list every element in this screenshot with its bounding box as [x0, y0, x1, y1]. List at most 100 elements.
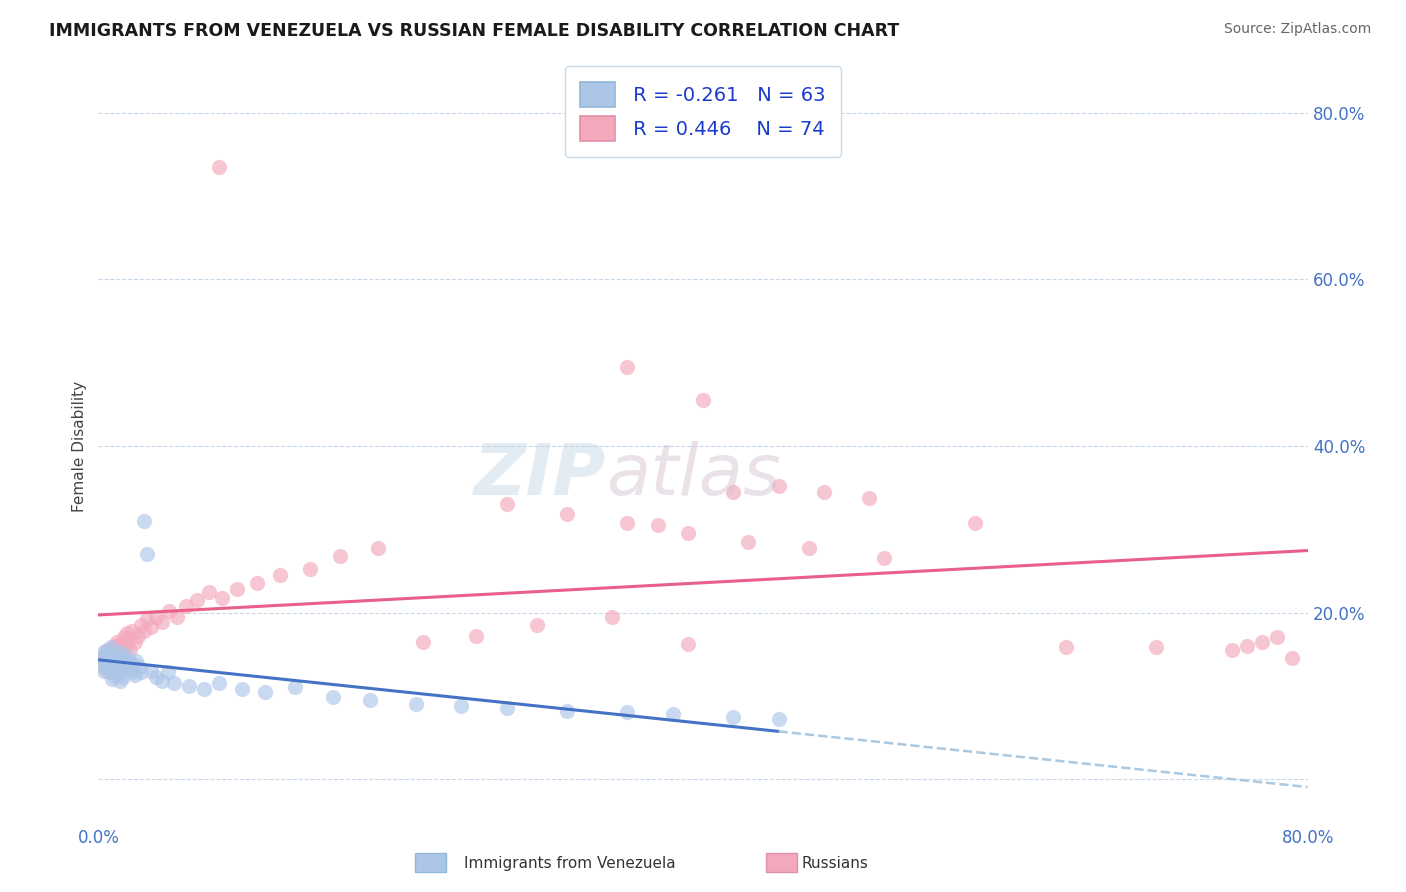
Point	[104, 653, 127, 667]
Text: Russians: Russians	[801, 856, 869, 871]
Point	[797, 541, 820, 555]
Point	[329, 549, 352, 563]
Point	[93, 648, 115, 663]
Point	[322, 690, 344, 705]
Point	[737, 534, 759, 549]
Point	[723, 484, 745, 499]
Point	[526, 618, 548, 632]
Point	[555, 508, 578, 522]
Point	[118, 632, 141, 647]
Point	[135, 547, 157, 561]
Point	[616, 706, 638, 720]
Point	[253, 684, 276, 698]
Point	[124, 634, 146, 648]
Point	[186, 593, 208, 607]
Point	[150, 673, 173, 688]
Point	[111, 670, 134, 684]
Point	[98, 648, 121, 663]
Point	[121, 665, 143, 680]
Point	[299, 562, 322, 576]
Point	[101, 672, 124, 686]
Point	[103, 648, 125, 663]
Point	[1054, 640, 1077, 655]
Point	[94, 645, 117, 659]
Text: Source: ZipAtlas.com: Source: ZipAtlas.com	[1223, 22, 1371, 37]
Point	[115, 626, 138, 640]
Point	[661, 707, 683, 722]
Point	[159, 604, 181, 618]
Point	[101, 651, 124, 665]
Point	[723, 709, 745, 723]
Point	[647, 518, 669, 533]
Point	[768, 479, 790, 493]
Point	[105, 656, 128, 670]
Point	[226, 582, 249, 597]
Point	[120, 643, 142, 657]
Point	[120, 662, 142, 676]
Point	[100, 640, 122, 655]
Point	[156, 665, 179, 680]
Point	[1267, 631, 1289, 645]
Text: Immigrants from Venezuela: Immigrants from Venezuela	[464, 856, 676, 871]
Point	[118, 656, 141, 670]
Point	[103, 647, 125, 661]
Point	[103, 657, 125, 672]
Point	[110, 651, 132, 665]
Point	[211, 591, 233, 605]
Point	[174, 599, 197, 613]
Point	[412, 634, 434, 648]
Point	[150, 615, 173, 630]
Point	[616, 359, 638, 374]
Point	[450, 698, 472, 713]
Point	[873, 551, 896, 566]
Point	[105, 654, 128, 668]
Point	[101, 654, 124, 668]
Point	[98, 665, 121, 680]
Point	[269, 568, 291, 582]
Point	[96, 654, 118, 668]
Point	[495, 701, 517, 715]
Point	[602, 609, 624, 624]
Point	[193, 682, 215, 697]
Point	[110, 664, 132, 678]
Point	[1281, 651, 1303, 665]
Point	[94, 657, 117, 672]
Point	[813, 484, 835, 499]
Point	[125, 654, 148, 668]
Point	[114, 637, 136, 651]
Point	[132, 624, 155, 638]
Point	[129, 618, 152, 632]
Point	[145, 609, 167, 624]
Point	[128, 659, 150, 673]
Point	[145, 670, 167, 684]
Point	[107, 658, 129, 673]
Point	[208, 676, 231, 690]
Point	[110, 637, 132, 651]
Point	[135, 612, 157, 626]
Point	[121, 624, 143, 638]
Point	[1251, 634, 1274, 648]
Point	[616, 516, 638, 530]
Point	[90, 651, 112, 665]
Point	[360, 693, 382, 707]
Text: atlas: atlas	[606, 442, 780, 510]
Point	[104, 643, 127, 657]
Point	[858, 491, 880, 505]
Point	[163, 676, 186, 690]
Point	[98, 654, 121, 668]
Point	[676, 526, 699, 541]
Point	[90, 651, 112, 665]
Point	[495, 497, 517, 511]
Point	[166, 609, 188, 624]
Point	[115, 648, 138, 663]
Point	[104, 662, 127, 676]
Point	[284, 681, 307, 695]
Point	[367, 541, 389, 555]
Point	[107, 668, 129, 682]
Point	[129, 665, 152, 680]
Point	[179, 679, 201, 693]
Point	[103, 668, 125, 682]
Point	[1236, 639, 1258, 653]
Point	[100, 643, 122, 657]
Point	[555, 704, 578, 718]
